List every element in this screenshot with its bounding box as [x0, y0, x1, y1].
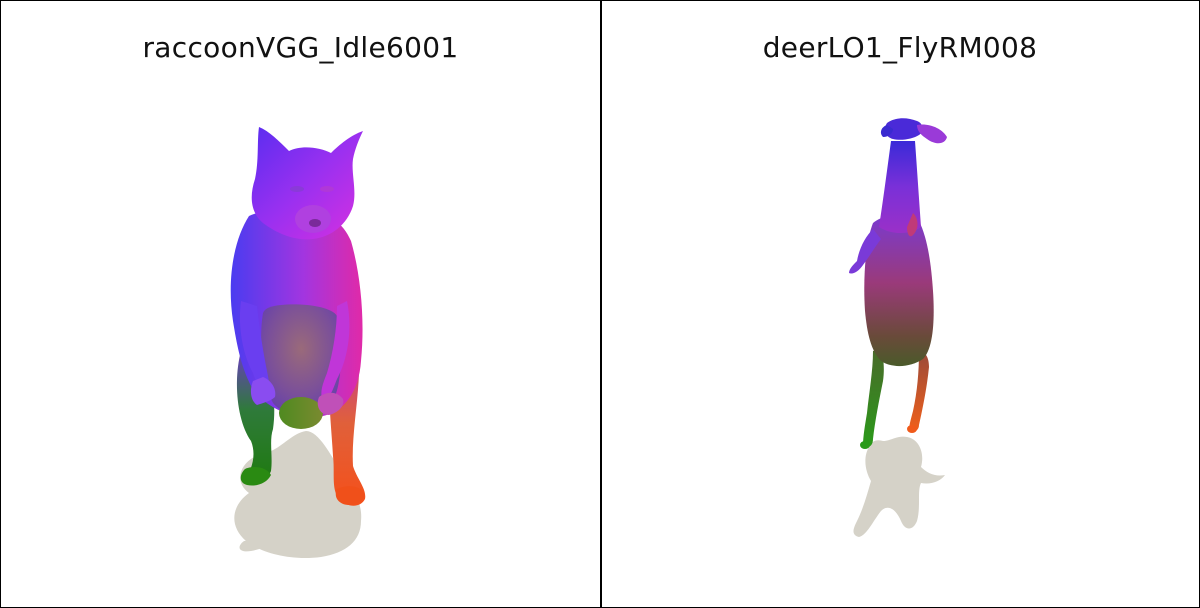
deer-body	[864, 215, 934, 367]
deer-left-ear	[880, 125, 893, 137]
raccoon-right-foot	[335, 486, 365, 505]
panel-deer: deerLO1_FlyRM008	[601, 1, 1199, 607]
raccoon-left-foot	[240, 467, 271, 486]
deer-render	[849, 118, 947, 537]
raccoon-head	[251, 127, 363, 240]
deer-right-leg	[909, 351, 929, 432]
raccoon-left-arm	[239, 301, 270, 397]
panel-title-raccoon: raccoonVGG_Idle6001	[142, 31, 459, 64]
deer-head	[885, 118, 923, 140]
deer-neck	[879, 141, 921, 233]
raccoon-right-arm	[321, 301, 350, 401]
deer-shadow	[853, 436, 945, 537]
panel-divider	[600, 1, 602, 607]
deer-right-ear	[917, 124, 947, 144]
raccoon-belly	[261, 304, 342, 416]
panel-title-deer: deerLO1_FlyRM008	[762, 31, 1038, 64]
panel-raccoon: raccoonVGG_Idle6001	[1, 1, 600, 607]
raccoon-render	[230, 127, 366, 559]
deer-left-foreleg	[849, 229, 881, 274]
deer-right-foreleg	[907, 213, 918, 237]
deer-left-leg	[863, 349, 884, 447]
